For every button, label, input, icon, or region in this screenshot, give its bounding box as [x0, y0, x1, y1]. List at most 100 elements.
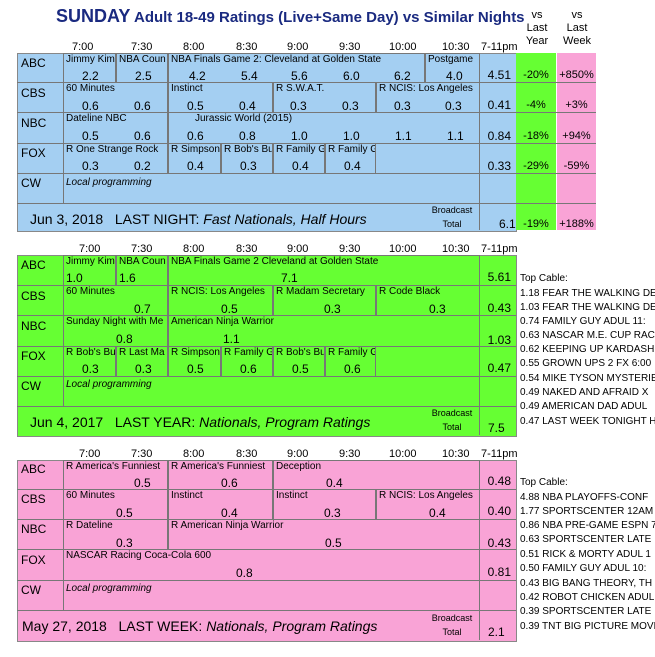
local-programming: Local programming — [66, 177, 152, 188]
network-abc: ABC — [21, 462, 46, 476]
program-cell: Jimmy Kim 2.2 — [63, 53, 116, 83]
network-abc: ABC — [21, 56, 46, 70]
program-cell: R America's Funniest 0.5 — [63, 460, 168, 490]
time-label: 7-11pm — [481, 41, 518, 53]
vs-last-week-header: vs Last Week — [563, 9, 591, 47]
network-cw: CW — [21, 379, 41, 393]
broadcast-total-value: 2.1 — [488, 625, 505, 639]
list-item: 0.50 FAMILY GUY ADUL 10: — [520, 563, 647, 574]
program-cell: Deception 0.4 — [273, 460, 480, 490]
vs-year-value: -18% — [523, 130, 549, 142]
program-cell: R Family G 0.4 — [273, 143, 325, 174]
network-cbs: CBS — [21, 492, 46, 506]
time-label: 9:00 — [287, 448, 309, 460]
network-nbc: NBC — [21, 116, 47, 130]
network-cw: CW — [21, 176, 41, 190]
program-cell: American Ninja Warrior 1.1 — [168, 315, 480, 347]
network-cw: CW — [21, 583, 41, 597]
program-cell: R Simpson 0.4 — [168, 143, 221, 174]
program-cell: Dateline NBC 0.5 0.6 — [63, 112, 168, 144]
avg-rating: 0.47 — [487, 361, 511, 375]
vs-last-year-header: vs Last Year — [525, 9, 549, 47]
program-cell: R America's Funniest 0.6 — [168, 460, 273, 490]
avg-rating: 0.33 — [487, 159, 511, 173]
time-label: 8:00 — [183, 41, 205, 53]
time-label: 9:00 — [287, 41, 309, 53]
time-label: 9:00 — [287, 243, 309, 255]
list-item: 0.39 SPORTSCENTER LATE — [520, 606, 652, 617]
network-fox: FOX — [21, 349, 46, 363]
top-cable-title: Top Cable: — [520, 477, 568, 488]
panel-last-week — [17, 460, 517, 642]
broadcast-total-label: Broadcast Total — [431, 408, 473, 432]
program-cell: R NCIS: Los Angeles 0.4 — [376, 489, 480, 520]
program-cell: Jurassic World (2015) 0.6 0.8 1.0 1.0 1.… — [168, 112, 480, 144]
avg-rating: 0.81 — [487, 565, 511, 579]
avg-rating: 0.43 — [487, 301, 511, 315]
avg-rating: 1.03 — [487, 333, 511, 347]
time-label: 7-11pm — [481, 448, 518, 460]
time-label: 8:30 — [236, 41, 258, 53]
list-item: 1.18 FEAR THE WALKING DE — [520, 288, 655, 299]
avg-rating: 0.41 — [487, 98, 511, 112]
list-item: 0.49 AMERICAN DAD ADUL — [520, 401, 648, 412]
program-cell: R Code Black 0.3 — [376, 285, 480, 316]
list-item: 0.39 TNT BIG PICTURE MOVI — [520, 621, 655, 632]
time-label: 7-11pm — [481, 243, 518, 255]
avg-rating: 0.48 — [487, 474, 511, 488]
program-cell: Jimmy Kim 1.0 — [63, 255, 116, 286]
program-cell: R NCIS: Los Angeles 0.3 0.3 — [376, 82, 480, 113]
program-cell: R Family G 0.6 — [325, 346, 376, 377]
list-item: 0.54 MIKE TYSON MYSTERIE — [520, 373, 655, 384]
list-item: 0.86 NBA PRE-GAME ESPN 7 — [520, 520, 655, 531]
avg-rating: 0.40 — [487, 504, 511, 518]
program-cell: R Bob's Bu 0.3 — [221, 143, 273, 174]
vs-week-value: +94% — [562, 130, 591, 142]
broadcast-total-value: 6.1 — [499, 217, 516, 231]
list-item: 0.47 LAST WEEK TONIGHT H — [520, 416, 655, 427]
list-item: 0.63 SPORTSCENTER LATE — [520, 534, 652, 545]
time-label: 10:30 — [442, 41, 470, 53]
list-item: 0.55 GROWN UPS 2 FX 6:00 — [520, 358, 652, 369]
network-cbs: CBS — [21, 289, 46, 303]
program-cell: NASCAR Racing Coca-Cola 600 0.8 — [63, 549, 480, 581]
time-label: 7:30 — [131, 448, 153, 460]
avg-rating: 0.84 — [487, 129, 511, 143]
time-label: 7:00 — [79, 448, 101, 460]
footer-last-week: May 27, 2018 LAST WEEK: Nationals, Progr… — [22, 618, 378, 634]
program-cell: R NCIS: Los Angeles 0.5 — [168, 285, 273, 316]
time-label: 10:00 — [389, 448, 417, 460]
program-cell: R American Ninja Warrior 0.5 — [168, 519, 480, 550]
top-cable-title: Top Cable: — [520, 273, 568, 284]
program-cell: R Bob's Bu 0.5 — [273, 346, 325, 377]
footer-last-night: Jun 3, 2018 LAST NIGHT: Fast Nationals, … — [30, 211, 367, 227]
time-label: 9:30 — [339, 448, 361, 460]
vs-year-value: -20% — [523, 69, 549, 81]
program-cell: R Madam Secretary 0.3 — [273, 285, 376, 316]
program-cell: R Family G 0.4 — [325, 143, 376, 174]
program-cell: 60 Minutes 0.6 0.6 — [63, 82, 168, 113]
program-cell: R One Strange Rock 0.3 0.2 — [63, 143, 168, 174]
time-label: 8:30 — [236, 448, 258, 460]
program-cell: 60 Minutes 0.7 — [63, 285, 168, 316]
network-fox: FOX — [21, 553, 46, 567]
time-label: 10:30 — [442, 243, 470, 255]
list-item: 0.51 RICK & MORTY ADUL 1 — [520, 549, 651, 560]
time-label: 10:00 — [389, 41, 417, 53]
time-label: 8:30 — [236, 243, 258, 255]
program-cell: NBA Finals Game 2 Cleveland at Golden St… — [168, 255, 480, 286]
time-label: 7:00 — [79, 243, 101, 255]
program-cell: Instinct 0.5 0.4 — [168, 82, 273, 113]
program-cell: R Family G 0.6 — [221, 346, 273, 377]
program-cell: R S.W.A.T. 0.3 0.3 — [273, 82, 376, 113]
list-item: 1.03 FEAR THE WALKING DE — [520, 302, 655, 313]
program-cell: NBA Finals Game 2: Cleveland at Golden S… — [168, 53, 425, 83]
time-label: 9:30 — [339, 243, 361, 255]
time-label: 7:00 — [72, 41, 94, 53]
local-programming: Local programming — [66, 583, 152, 594]
program-cell: R Last Ma 0.3 — [116, 346, 168, 377]
vs-week-value: +3% — [565, 99, 588, 111]
vs-year-value: -4% — [526, 99, 546, 111]
program-cell: R Simpson 0.5 — [168, 346, 221, 377]
program-cell: Instinct 0.3 — [273, 489, 376, 520]
